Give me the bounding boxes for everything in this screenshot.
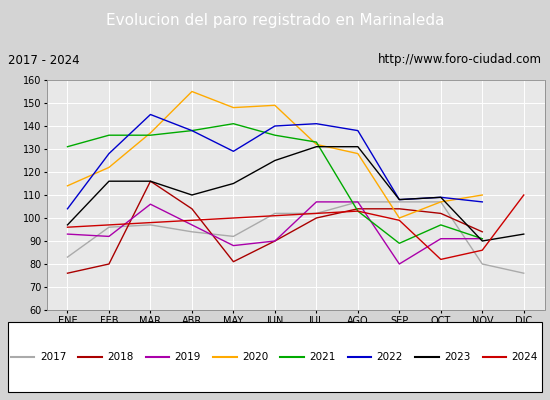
Text: 2017: 2017: [40, 352, 66, 362]
Text: 2020: 2020: [242, 352, 268, 362]
FancyBboxPatch shape: [8, 322, 542, 392]
Text: 2019: 2019: [174, 352, 201, 362]
Text: http://www.foro-ciudad.com: http://www.foro-ciudad.com: [378, 54, 542, 66]
Text: 2023: 2023: [444, 352, 470, 362]
Text: 2017 - 2024: 2017 - 2024: [8, 54, 80, 66]
Text: 2021: 2021: [309, 352, 336, 362]
Text: 2018: 2018: [107, 352, 134, 362]
Text: 2022: 2022: [377, 352, 403, 362]
Text: 2024: 2024: [512, 352, 538, 362]
Text: Evolucion del paro registrado en Marinaleda: Evolucion del paro registrado en Marinal…: [106, 14, 444, 28]
